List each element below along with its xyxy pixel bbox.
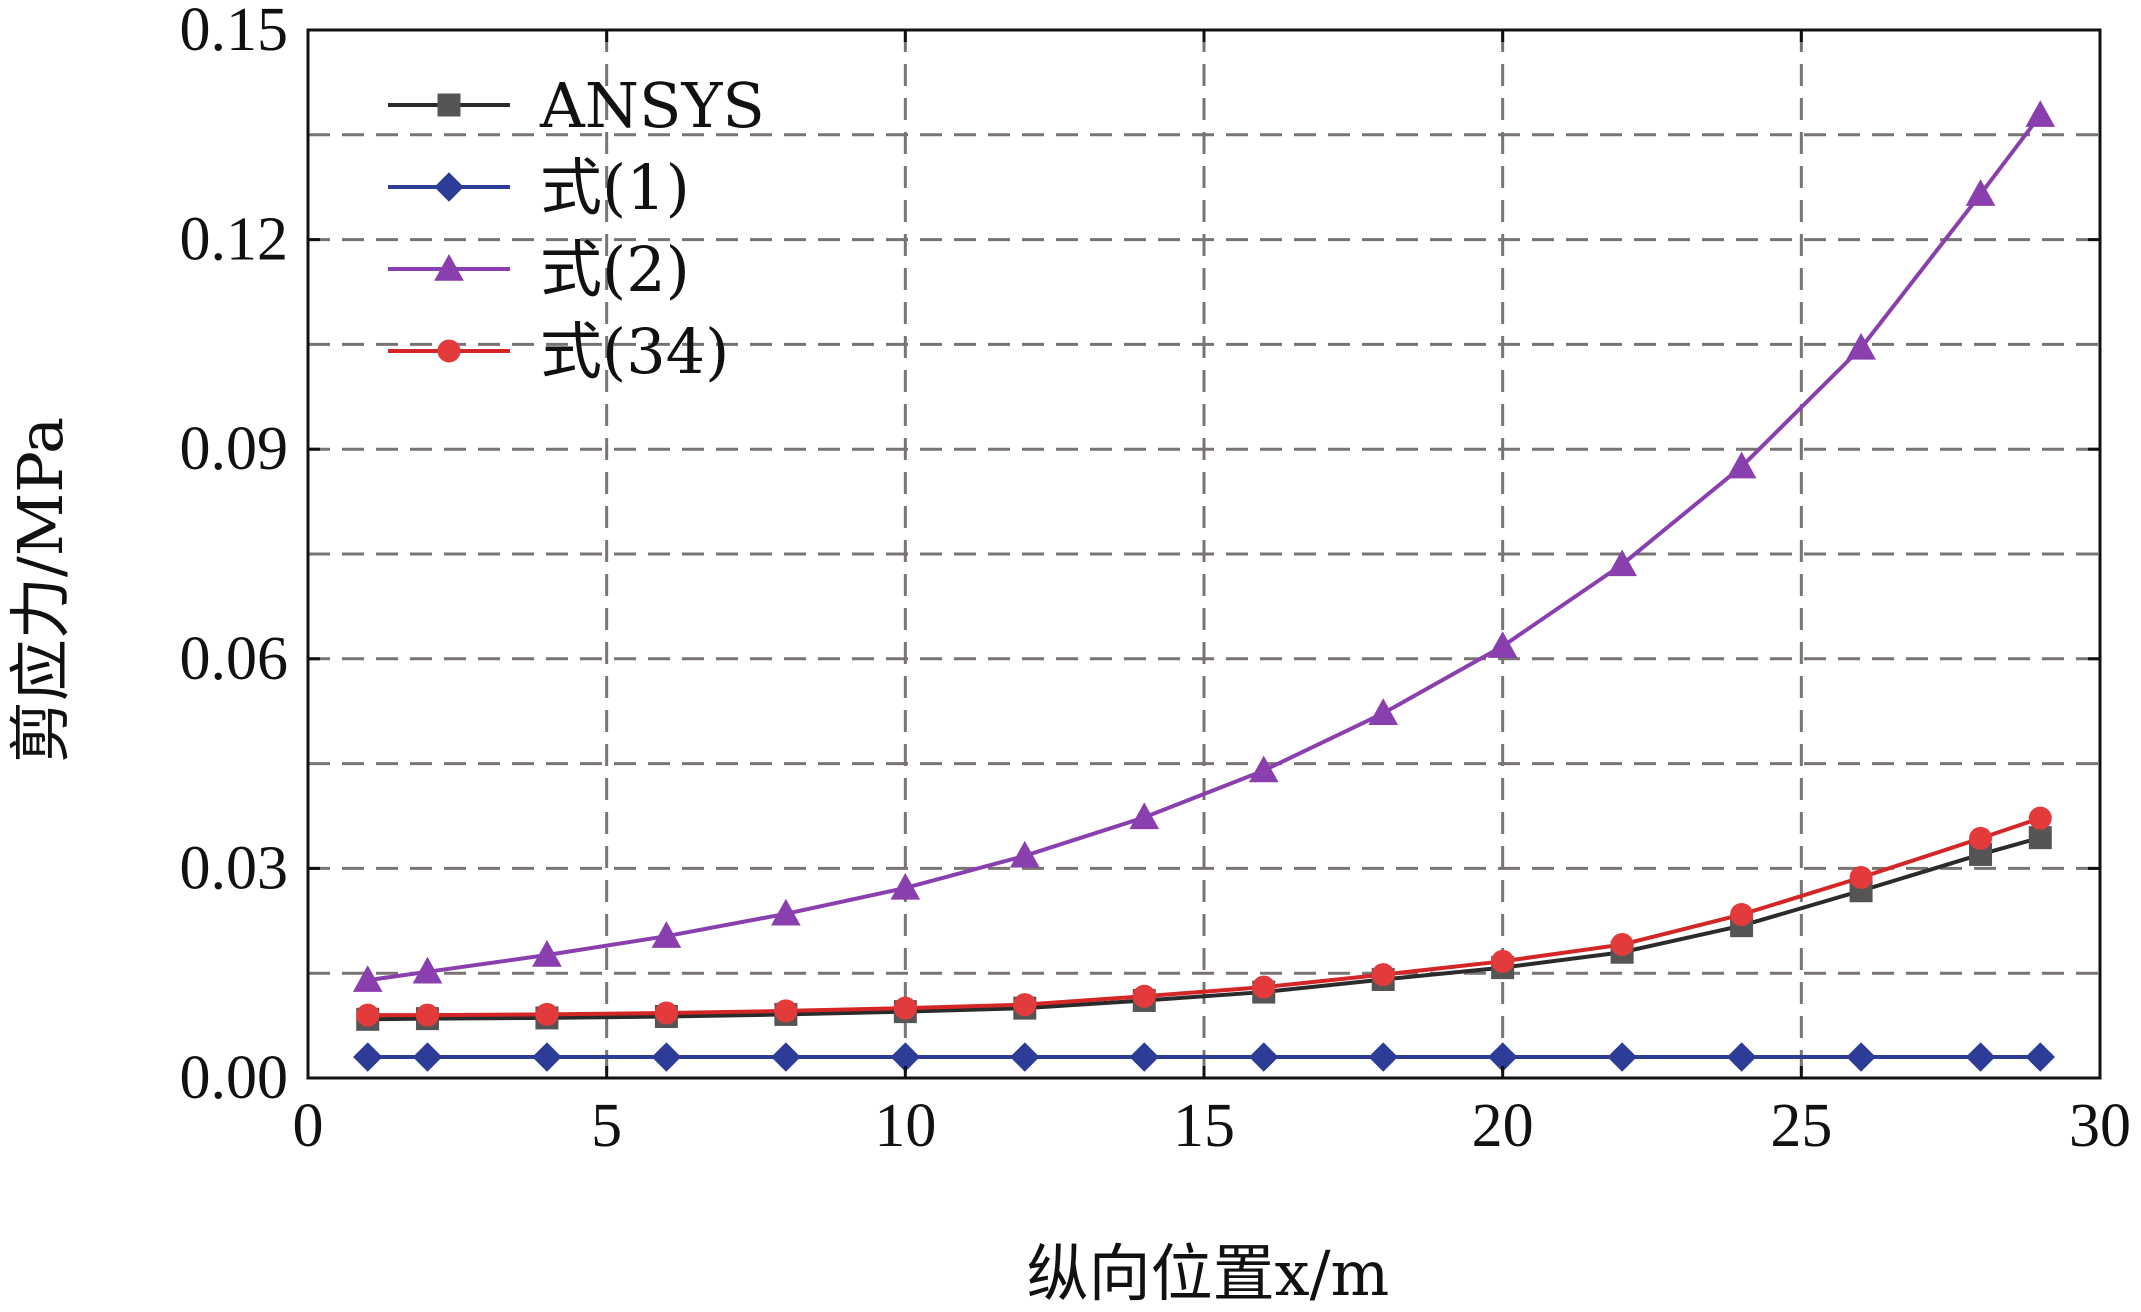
x-tick-label: 10 [874, 1092, 936, 1160]
x-tick-label: 0 [293, 1092, 324, 1160]
tick-labels: 0 5 10 15 20 25 30 0.00 0.03 0.06 0.09 0.12 0.15 [180, 0, 2132, 1160]
series-line-2 [367, 114, 2042, 983]
data-point-circle [1730, 903, 1754, 927]
x-tick-label: 15 [1173, 1092, 1235, 1160]
data-point-triangle [1248, 755, 1279, 783]
data-point-circle [1371, 963, 1395, 987]
x-tick-label: 30 [2069, 1092, 2131, 1160]
y-axis-title: 剪应力/MPa [4, 417, 77, 763]
data-point-triangle [352, 965, 383, 992]
data-point-diamond [1368, 1042, 1398, 1072]
data-point-diamond [532, 1042, 562, 1072]
data-point-diamond [1965, 1042, 1996, 1072]
legend-marker-square [437, 93, 461, 117]
data-point-triangle [1607, 549, 1637, 577]
legend: ANSYS 式(1) 式(2) 式(34) [388, 69, 765, 388]
data-point-diamond [1846, 1042, 1876, 1072]
data-point-circle [2028, 806, 2052, 830]
data-point-circle [356, 1003, 380, 1027]
y-tick-label: 0.12 [180, 206, 289, 274]
data-point-diamond [1607, 1042, 1637, 1072]
data-point-circle [1252, 975, 1276, 999]
y-tick-label: 0.03 [180, 834, 289, 902]
legend-label: 式(34) [540, 315, 729, 388]
data-point-triangle [532, 940, 562, 967]
series-markers [352, 100, 2056, 1072]
y-tick-label: 0.06 [180, 625, 289, 693]
data-point-circle [1610, 933, 1634, 957]
data-point-triangle [412, 956, 443, 984]
data-point-triangle [651, 921, 682, 948]
data-point-triangle [1726, 451, 1757, 479]
x-tick-label: 20 [1472, 1092, 1534, 1160]
data-point-circle [1013, 993, 1037, 1017]
data-point-square [2028, 826, 2052, 850]
data-point-diamond [651, 1042, 682, 1072]
data-point-diamond [1129, 1042, 1159, 1072]
data-point-triangle [1129, 802, 1160, 830]
data-point-triangle [1487, 631, 1518, 658]
x-axis-title: 纵向位置x/m [1027, 1237, 1390, 1310]
x-tick-label: 25 [1770, 1092, 1832, 1160]
data-point-diamond [1726, 1042, 1757, 1072]
legend-label: 式(1) [540, 151, 690, 224]
legend-marker-triangle [434, 253, 464, 281]
series-lines [367, 114, 2042, 1060]
legend-marker-diamond [434, 172, 464, 202]
legend-label: ANSYS [539, 69, 765, 142]
data-point-circle [535, 1002, 559, 1026]
legend-marker-circle [437, 339, 461, 363]
data-point-circle [893, 996, 917, 1020]
series-line-3 [367, 816, 2041, 1018]
data-point-triangle [771, 898, 801, 926]
data-point-circle [654, 1001, 678, 1025]
data-point-circle [1491, 949, 1515, 973]
data-point-diamond [1249, 1042, 1279, 1072]
data-point-circle [1849, 865, 1873, 889]
data-point-diamond [353, 1042, 383, 1072]
data-point-diamond [412, 1042, 443, 1072]
data-point-diamond [771, 1042, 801, 1072]
data-point-circle [774, 999, 798, 1023]
data-point-triangle [1846, 332, 1876, 360]
y-tick-label: 0.00 [180, 1044, 289, 1112]
axis-ticks [306, 28, 2102, 1080]
data-point-triangle [2025, 100, 2056, 127]
data-point-triangle [1009, 840, 1040, 868]
series-line-0 [367, 835, 2041, 1022]
data-point-circle [1132, 984, 1156, 1008]
y-tick-label: 0.15 [180, 0, 289, 64]
legend-label: 式(2) [540, 233, 690, 306]
data-point-triangle [1368, 698, 1399, 725]
data-point-circle [1969, 826, 1993, 850]
data-point-triangle [1965, 179, 1996, 206]
data-point-diamond [2025, 1042, 2055, 1072]
x-tick-label: 5 [591, 1092, 622, 1160]
data-point-circle [415, 1003, 439, 1027]
data-point-triangle [890, 872, 921, 900]
y-tick-label: 0.09 [180, 415, 289, 483]
grid-lines [308, 30, 2100, 1078]
data-point-diamond [1010, 1042, 1040, 1072]
